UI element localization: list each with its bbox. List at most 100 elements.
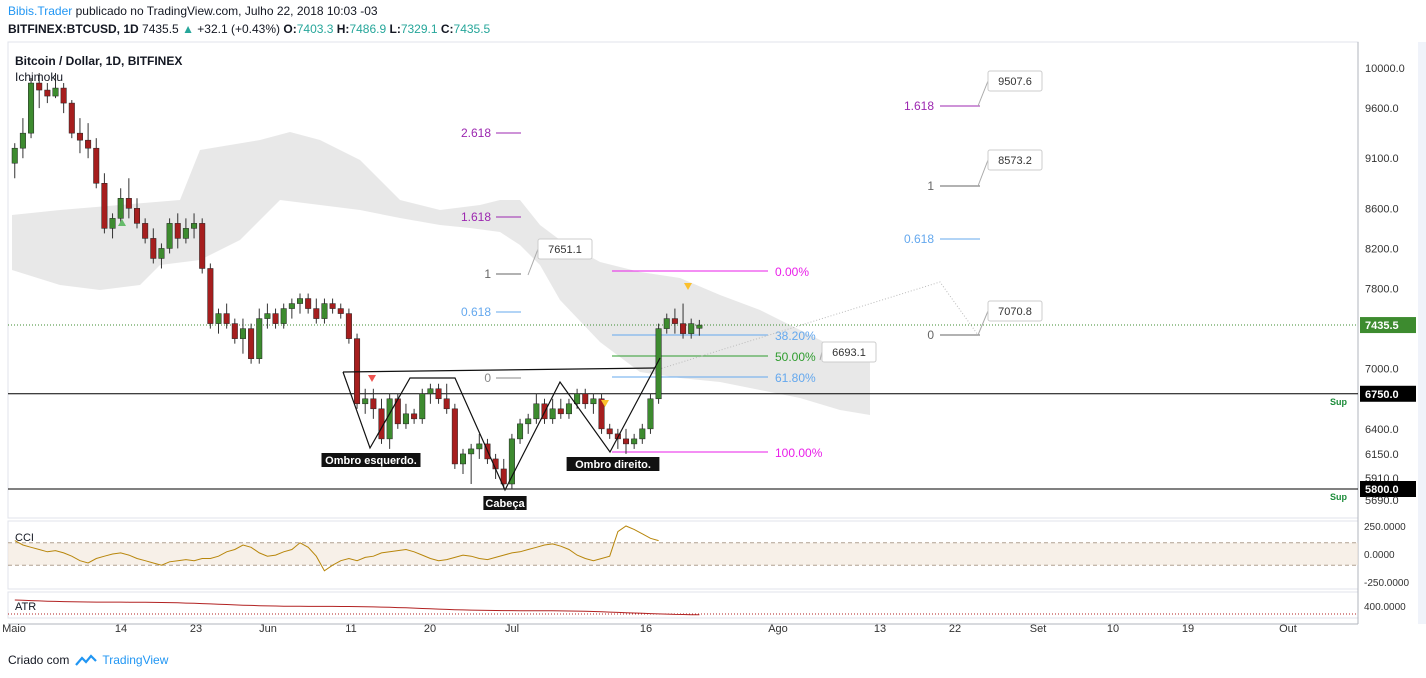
candle-body[interactable]	[223, 313, 230, 324]
atr-panel[interactable]: ATR 400.0000	[8, 599, 1406, 616]
fib1-level-label: 1.618	[461, 210, 491, 224]
candle-body[interactable]	[125, 198, 132, 209]
fib-retracement[interactable]: 0.00% 38.20% 50.00% 61.80% 100.00%	[612, 265, 823, 460]
candle-body[interactable]	[231, 323, 238, 339]
candle-body[interactable]	[117, 198, 124, 219]
candle-body[interactable]	[671, 318, 678, 324]
candle-body[interactable]	[557, 408, 564, 415]
candle-body[interactable]	[688, 323, 695, 334]
candle-body[interactable]	[549, 408, 556, 420]
candle-body[interactable]	[191, 223, 198, 229]
price-note-7070[interactable]: 7070.8	[977, 300, 1043, 336]
candle-body[interactable]	[460, 453, 466, 465]
candle-body[interactable]	[11, 147, 18, 164]
symbol[interactable]: BITFINEX:BTCUSD, 1D	[8, 22, 139, 36]
candle-body[interactable]	[60, 87, 67, 104]
candle-body[interactable]	[19, 132, 26, 149]
candle-body[interactable]	[199, 223, 206, 269]
candle-body[interactable]	[435, 388, 442, 400]
candle-body[interactable]	[272, 313, 279, 324]
candle-body[interactable]	[565, 403, 572, 415]
candle-body[interactable]	[76, 132, 83, 141]
candle-body[interactable]	[101, 183, 108, 229]
candle-body[interactable]	[288, 303, 295, 309]
candle-body[interactable]	[28, 82, 35, 134]
candle-body[interactable]	[321, 303, 328, 319]
candle-body[interactable]	[215, 313, 222, 324]
candle-body[interactable]	[305, 298, 312, 309]
fib-extension-2[interactable]: 0 0.618 1 1.618	[904, 99, 980, 342]
candle-body[interactable]	[517, 423, 524, 440]
author-link[interactable]: Bibis.Trader	[8, 4, 73, 18]
candle-body[interactable]	[574, 393, 581, 405]
cci-panel[interactable]: CCI 250.0000 0.0000 -250.0000	[8, 522, 1409, 589]
fib2-level-label: 1	[927, 179, 934, 193]
candle-body[interactable]	[207, 268, 214, 324]
candle-body[interactable]	[313, 308, 320, 319]
candle-body[interactable]	[525, 418, 532, 425]
tradingview-brand[interactable]: TradingView	[75, 653, 168, 667]
candle-body[interactable]	[297, 298, 303, 304]
candle-body[interactable]	[280, 308, 287, 324]
candle-body[interactable]	[582, 393, 589, 405]
candle-body[interactable]	[468, 448, 475, 455]
candle-body[interactable]	[174, 223, 181, 239]
candle-body[interactable]	[427, 388, 434, 395]
candle-body[interactable]	[411, 413, 418, 420]
candle-body[interactable]	[451, 408, 458, 465]
candle-body[interactable]	[443, 398, 450, 410]
fib1-level-label: 0	[484, 371, 491, 385]
candle-body[interactable]	[476, 443, 483, 450]
candle-body[interactable]	[337, 308, 344, 314]
candle-body[interactable]	[639, 428, 646, 440]
candle-body[interactable]	[508, 438, 515, 485]
candle-body[interactable]	[150, 238, 157, 259]
candle-body[interactable]	[386, 398, 393, 440]
candle-body[interactable]	[166, 223, 173, 249]
candle-body[interactable]	[329, 303, 336, 309]
candle-body[interactable]	[402, 413, 409, 425]
candle-body[interactable]	[598, 398, 605, 430]
price-note-8573[interactable]: 8573.2	[977, 149, 1043, 187]
candle-body[interactable]	[419, 393, 426, 420]
candle-body[interactable]	[44, 89, 51, 97]
candle-body[interactable]	[36, 82, 43, 91]
candle-body[interactable]	[256, 318, 263, 359]
candle-body[interactable]	[158, 248, 165, 259]
price-note-7651[interactable]: 7651.1	[527, 238, 593, 276]
candle-body[interactable]	[93, 147, 100, 184]
candle-body[interactable]	[623, 438, 629, 445]
candle-body[interactable]	[52, 87, 59, 97]
candle-body[interactable]	[606, 428, 613, 435]
candle-body[interactable]	[239, 328, 246, 339]
time-axis[interactable]: Maio 14 23 Jun 11 20 Jul 16 Ago 13 22 Set 10 19 Out	[2, 623, 1297, 635]
price-note-9507[interactable]: 9507.6	[977, 70, 1043, 107]
candle-body[interactable]	[500, 468, 507, 485]
head-shoulders-pattern[interactable]: Ombro esquerdo. Cabeça Ombro direito.	[321, 357, 661, 510]
candle-body[interactable]	[182, 228, 189, 239]
price-note-6693[interactable]: 6693.1	[819, 341, 877, 363]
candle-body[interactable]	[655, 328, 662, 400]
candle-body[interactable]	[134, 208, 140, 224]
candle-body[interactable]	[248, 328, 255, 359]
candle-body[interactable]	[590, 398, 597, 405]
candle-body[interactable]	[680, 323, 687, 334]
candle-body[interactable]	[533, 403, 540, 420]
candle-body[interactable]	[647, 398, 654, 430]
candle-body[interactable]	[362, 398, 369, 405]
fib-extension-1[interactable]: 0 0.618 1 1.618 2.618	[461, 126, 521, 385]
candle-body[interactable]	[663, 318, 670, 329]
time-tick-label: Maio	[2, 623, 26, 635]
candle-body[interactable]	[142, 223, 149, 239]
candle-body[interactable]	[85, 139, 92, 149]
price-axis[interactable]: 10000.0 9600.0 9100.0 8600.0 8200.0 7800.0 743…	[1360, 63, 1416, 507]
candle-body[interactable]	[109, 218, 116, 229]
candle-body[interactable]	[68, 102, 75, 134]
candle-body[interactable]	[696, 324, 703, 329]
candle-body[interactable]	[264, 313, 271, 319]
candle-body[interactable]	[631, 438, 638, 445]
candle-body[interactable]	[370, 398, 377, 410]
candle-body[interactable]	[345, 313, 352, 339]
fib2-level-label: 1.618	[904, 99, 934, 113]
